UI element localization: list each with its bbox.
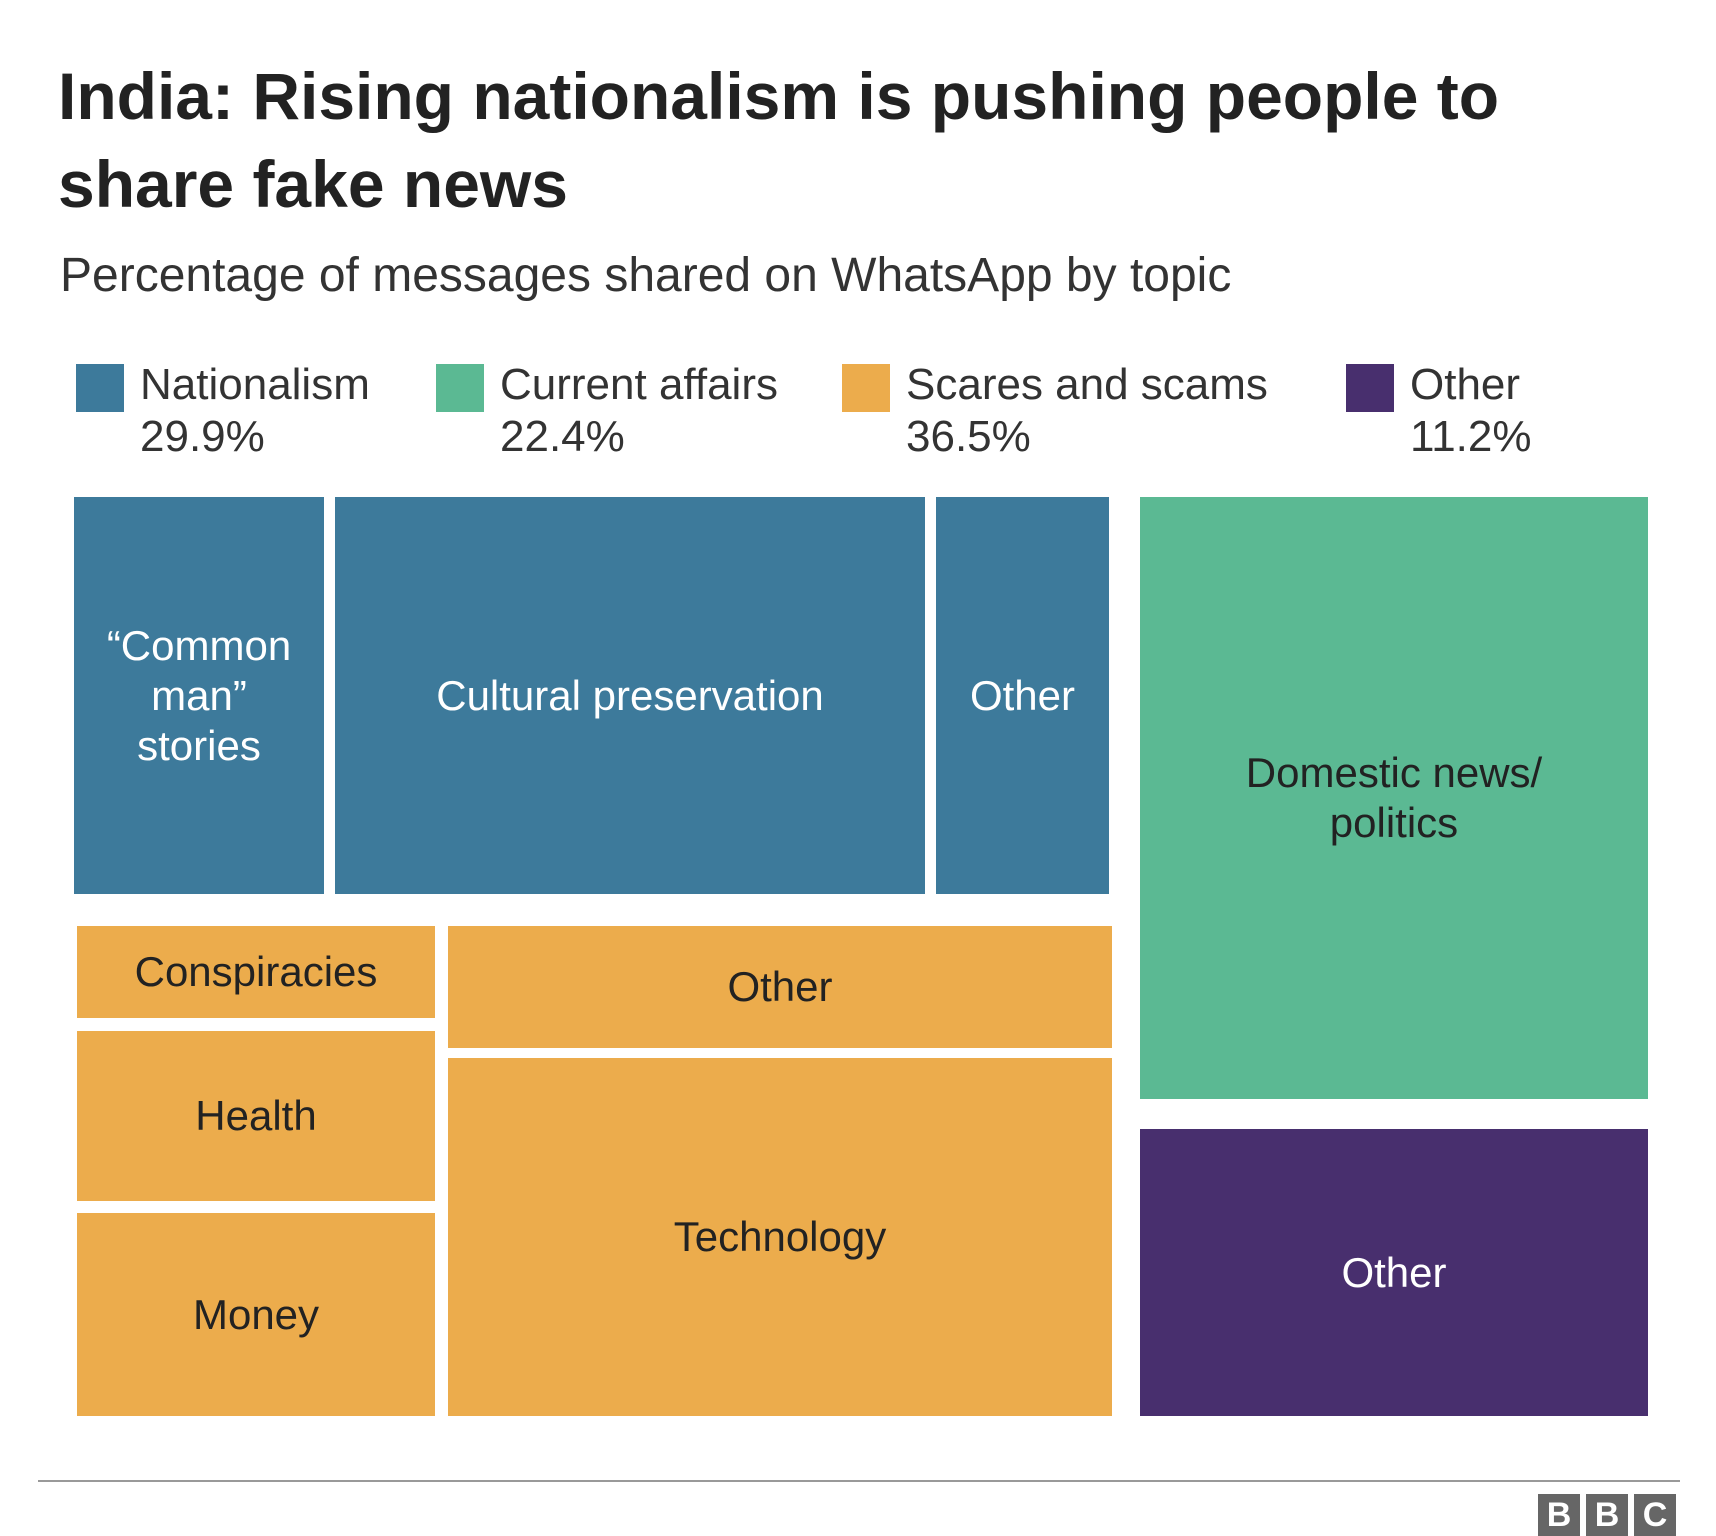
bbc-logo-letter: B [1538,1494,1580,1536]
tile-label: Other [727,963,833,1010]
tile-other-other: Other [1140,1129,1648,1416]
tile-current-affairs-domestic-news-politics: Domestic news/ politics [1140,497,1648,1099]
tile-label: “Common man” stories [106,621,292,769]
tile-nationalism-cultural-preservation: Cultural preservation [335,497,925,894]
tile-scares-and-scams-other: Other [448,926,1112,1048]
chart-title: India: Rising nationalism is pushing peo… [58,59,1500,221]
tile-label: Conspiracies [134,948,378,995]
legend-swatch [1346,364,1394,412]
tile-label: Domestic news/ politics [1245,749,1543,846]
tile-label: Other [969,671,1076,719]
legend-label: Scares and scams [906,360,1268,409]
legend-value: 29.9% [140,412,265,461]
legend-value: 22.4% [500,412,625,461]
legend-swatch [842,364,890,412]
chart-subtitle: Percentage of messages shared on WhatsAp… [60,249,1232,302]
tile-scares-and-scams-health: Health [77,1031,435,1201]
tile-nationalism-other: Other [936,497,1109,894]
legend-swatch [76,364,124,412]
tile-label: Technology [673,1213,887,1260]
legend-label: Nationalism [140,360,370,409]
legend-value: 36.5% [906,412,1031,461]
tile-scares-and-scams-conspiracies: Conspiracies [77,926,435,1018]
bbc-logo-letter: B [1586,1494,1628,1536]
tile-scares-and-scams-money: Money [77,1213,435,1416]
legend-label: Other [1410,360,1521,409]
tile-scares-and-scams-technology: Technology [448,1058,1112,1416]
tile-label: Other [1341,1248,1447,1296]
bbc-logo-letter: C [1634,1494,1676,1536]
tile-label: Money [192,1290,320,1338]
footer-divider [38,1480,1680,1482]
legend-label: Current affairs [500,360,778,409]
tile-nationalism-common-man-stories: “Common man” stories [74,497,324,894]
legend-swatch [436,364,484,412]
tile-label: Health [195,1092,317,1139]
legend-value: 11.2% [1410,412,1532,461]
tile-label: Cultural preservation [436,671,824,719]
